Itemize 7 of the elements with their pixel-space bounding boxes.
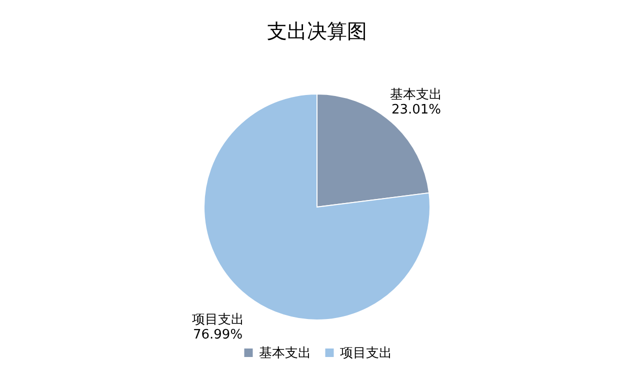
slice-label: 项目支出 [192, 312, 244, 328]
data-label: 23.01% [391, 102, 442, 118]
legend-label: 项目支出 [340, 346, 392, 361]
chart-title: 支出决算图 [267, 19, 367, 43]
legend-label: 基本支出 [259, 346, 311, 361]
data-label: 76.99% [192, 327, 243, 342]
slice-label: 基本支出 [390, 88, 442, 103]
